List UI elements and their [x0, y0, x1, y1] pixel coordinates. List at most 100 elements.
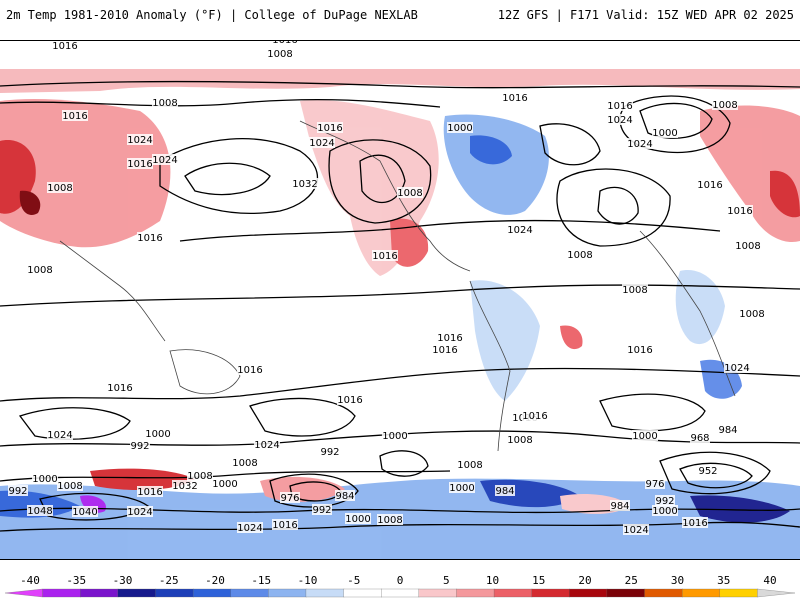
- isobar-label-bg: [152, 97, 178, 108]
- colorbar-tick-label: 20: [578, 574, 591, 587]
- map-canvas: 1016100810161008102410161016100810241032…: [0, 41, 800, 559]
- isobar-label-bg: [432, 344, 458, 355]
- isobar-label: 1008: [187, 471, 212, 482]
- colorbar-swatch: [381, 588, 420, 598]
- isobar-label: 1024: [152, 155, 177, 166]
- isobar-label-bg: [47, 429, 73, 440]
- isobar-label: 984: [495, 486, 514, 497]
- isobar-label-bg: [32, 473, 58, 484]
- colorbar-swatch: [606, 588, 646, 598]
- isobar-label: 1048: [27, 506, 52, 517]
- warm-band-north: [0, 69, 800, 93]
- isobar-label: 1000: [212, 479, 237, 490]
- isobar-label-bg: [645, 478, 665, 489]
- isobar-label: 1016: [107, 383, 132, 394]
- isobar-label: 1000: [449, 483, 474, 494]
- isobar-label-bg: [397, 187, 423, 198]
- isobar-label: 1024: [127, 135, 152, 146]
- colorbar-swatch: [719, 588, 759, 598]
- isobar-label: 1016: [317, 123, 342, 134]
- isobar-label: 976: [645, 479, 664, 490]
- isobar-label: 992: [655, 496, 674, 507]
- isobar-label: 992: [320, 447, 339, 458]
- warm-south-america: [560, 325, 583, 350]
- isobar-label-bg: [495, 485, 515, 496]
- isobar-line: [0, 521, 800, 532]
- colorbar-ticks: -40 -35 -30 -25 -20 -15 -10 -5 0 5 10 15 20 25 30 35 40: [20, 574, 777, 587]
- colorbar-swatch: [757, 588, 796, 598]
- isobar-label-bg: [718, 424, 738, 435]
- isobar-label-bg: [237, 364, 263, 375]
- isobar-label-bg: [698, 465, 718, 476]
- isobar-line: [597, 186, 639, 225]
- isobar-label-bg: [655, 495, 675, 506]
- isobar-label: 1008: [457, 460, 482, 471]
- colorbar-tick-label: -5: [347, 574, 360, 587]
- isobar-label: 1008: [152, 98, 177, 109]
- warm-europe: [700, 105, 800, 242]
- isobar-label: 976: [280, 493, 299, 504]
- colorbar-tick-label: 5: [443, 574, 450, 587]
- isobar-label-bg: [372, 250, 398, 261]
- isobar-label-bg: [447, 122, 473, 133]
- coastline-south-america: [469, 280, 511, 452]
- isobar-label-bg: [457, 459, 483, 470]
- isobar-label-bg: [627, 138, 653, 149]
- isobar-label-bg: [47, 182, 73, 193]
- colorbar: -40 -35 -30 -25 -20 -15 -10 -5 0 5 10 15 20 25 30 35 40: [0, 568, 800, 600]
- isobar-label-bg: [72, 506, 98, 517]
- isobar-label: 1016: [52, 41, 77, 52]
- colorbar-tick-label: 15: [532, 574, 545, 587]
- weather-map[interactable]: 1016100810161008102410161016100810241032…: [0, 40, 800, 560]
- isobar-label: 1016: [437, 333, 462, 344]
- isobar-label: 1024: [237, 523, 262, 534]
- isobar-label: 1024: [724, 363, 749, 374]
- header-bar: 2m Temp 1981-2010 Anomaly (°F) | College…: [0, 0, 800, 28]
- isobar-label-bg: [57, 480, 83, 491]
- coastline-asia: [59, 240, 166, 342]
- colorbar-swatch: [230, 588, 269, 598]
- colorbar-swatch: [305, 588, 345, 598]
- isobar-label: 1016: [627, 345, 652, 356]
- colorbar-swatch: [42, 588, 81, 598]
- colorbar-tick-label: 40: [763, 574, 776, 587]
- isobar-line: [556, 168, 671, 247]
- colorbar-tick-label: 10: [486, 574, 499, 587]
- coastline-australia: [169, 349, 241, 395]
- colorbar-swatch: [569, 588, 608, 598]
- isobar-label: 1024: [507, 225, 532, 236]
- isobar-line: [0, 80, 800, 89]
- isobar-label-bg: [312, 504, 332, 515]
- isobar-label-bg: [449, 482, 475, 493]
- isobar-label-bg: [254, 439, 280, 450]
- isobar-label: 1016: [502, 93, 527, 104]
- isobar-label: 952: [698, 466, 717, 477]
- isobar-line: [328, 139, 432, 224]
- isobar-label: 1008: [712, 100, 737, 111]
- colorbar-swatch: [418, 588, 458, 598]
- isobar-label: 1008: [47, 183, 72, 194]
- colorbar-swatch: [644, 588, 683, 598]
- isobar-label-bg: [607, 114, 633, 125]
- isobar-label-bg: [632, 430, 658, 441]
- colorbar-tick-label: -30: [113, 574, 133, 587]
- colorbar-tick-label: 0: [397, 574, 404, 587]
- colorbar-tick-label: -35: [66, 574, 86, 587]
- isobar-label: 1016: [62, 111, 87, 122]
- isobar-label-bg: [52, 41, 78, 51]
- isobar-label-bg: [690, 432, 710, 443]
- isobar-label: 968: [690, 433, 709, 444]
- colorbar-tick-label: 35: [717, 574, 730, 587]
- isobar-label-bg: [335, 490, 355, 501]
- isobar-label-bg: [502, 92, 528, 103]
- colorbar-swatch: [80, 588, 119, 598]
- isobar-label-bg: [712, 99, 738, 110]
- isobar-label-layer: 1016100810161008102410161016100810241032…: [8, 41, 765, 536]
- isobar-label: 1000: [345, 514, 370, 525]
- isobar-label: 1032: [292, 179, 317, 190]
- colorbar-swatch: [268, 588, 307, 598]
- colorbar-tick-label: -25: [159, 574, 179, 587]
- isobar-line: [249, 397, 356, 437]
- isobar-label: 1016: [237, 365, 262, 376]
- isobar-label: 1016: [432, 345, 457, 356]
